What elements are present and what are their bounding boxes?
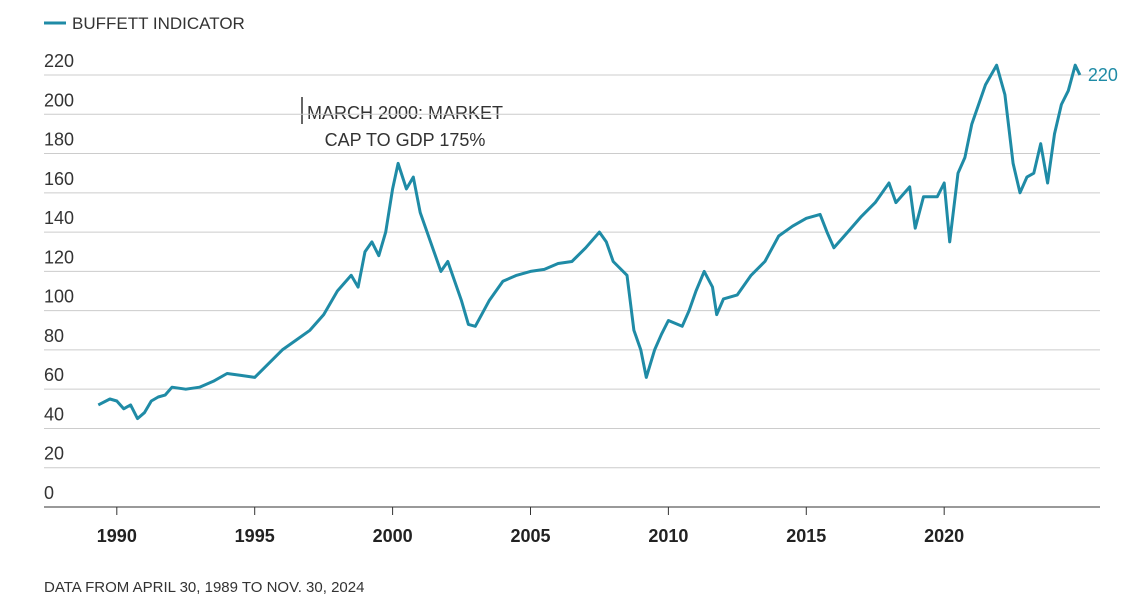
footnote: DATA FROM APRIL 30, 1989 TO NOV. 30, 202… [44,579,364,596]
x-tick-label: 2005 [510,526,550,546]
end-label: 220 [1088,65,1118,85]
y-tick-label: 180 [44,130,74,150]
x-tick-label: 2015 [786,526,826,546]
x-tick-label: 2010 [648,526,688,546]
y-tick-label: 0 [44,483,54,503]
y-tick-label: 220 [44,51,74,71]
x-tick-label: 2020 [924,526,964,546]
y-tick-label: 20 [44,444,64,464]
legend-label: BUFFETT INDICATOR [72,14,245,33]
line [97,63,1082,421]
y-tick-label: 140 [44,208,74,228]
y-tick-label: 60 [44,365,64,385]
annotation: CAP TO GDP 175% [325,130,486,150]
y-tick-label: 120 [44,247,74,267]
x-tick-label: 1995 [235,526,275,546]
x-tick-label: 1990 [97,526,137,546]
y-tick-label: 200 [44,90,74,110]
annotation: MARCH 2000: MARKET [307,103,503,123]
y-tick-label: 40 [44,404,64,424]
y-tick-label: 80 [44,326,64,346]
y-tick-label: 160 [44,169,74,189]
x-tick-label: 2000 [373,526,413,546]
y-tick-label: 100 [44,287,74,307]
